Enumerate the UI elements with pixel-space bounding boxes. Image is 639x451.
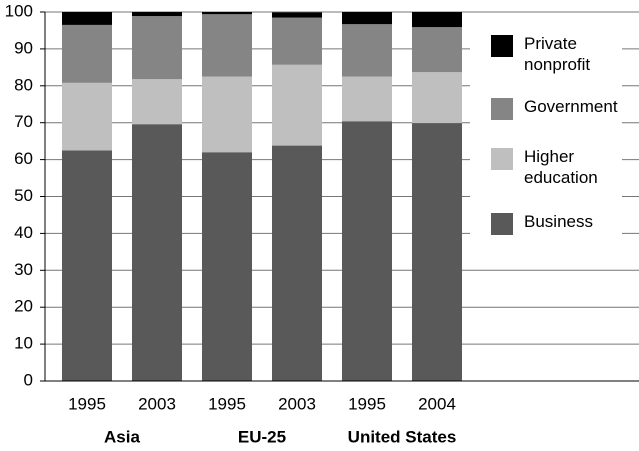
x-tick-label: 1995 <box>208 394 246 413</box>
bar-segment <box>342 76 392 122</box>
bar-segment <box>62 12 112 25</box>
y-tick-label: 70 <box>14 112 33 131</box>
y-tick-label: 40 <box>14 223 33 242</box>
legend-label: Government <box>524 97 618 116</box>
bar-segment <box>412 12 462 28</box>
group-label: EU-25 <box>238 427 286 446</box>
y-tick-label: 0 <box>24 370 33 389</box>
bar-segment <box>202 76 252 153</box>
y-tick-label: 30 <box>14 260 33 279</box>
bar-segment <box>272 17 322 65</box>
legend-label: Private nonprofit <box>524 34 591 74</box>
legend-label: Higher education <box>524 147 598 187</box>
bar-segment <box>342 24 392 77</box>
bar-segment <box>342 12 392 25</box>
bar-segment <box>132 12 182 17</box>
y-tick-label: 10 <box>14 334 33 353</box>
bar-segment <box>132 16 182 80</box>
group-label: Asia <box>104 427 140 446</box>
bar-segment <box>62 150 112 381</box>
y-tick-label: 60 <box>14 149 33 168</box>
legend-swatch <box>491 213 513 235</box>
y-tick-label: 50 <box>14 186 33 205</box>
x-tick-label: 2003 <box>278 394 316 413</box>
bar-segment <box>412 72 462 124</box>
legend-swatch <box>491 35 513 57</box>
bar-segment <box>62 24 112 83</box>
x-tick-label: 2003 <box>138 394 176 413</box>
x-tick-label: 1995 <box>348 394 386 413</box>
bar-segment <box>132 124 182 382</box>
bar-segment <box>342 121 392 381</box>
bar-segment <box>412 123 462 381</box>
y-tick-label: 90 <box>14 38 33 57</box>
y-tick-label: 100 <box>5 1 33 20</box>
bar-segment <box>272 145 322 381</box>
bar-segment <box>62 82 112 151</box>
bar-segment <box>272 64 322 146</box>
bar-segment <box>132 79 182 125</box>
legend-swatch <box>491 148 513 170</box>
x-tick-label: 1995 <box>68 394 106 413</box>
legend-swatch <box>491 98 513 120</box>
y-tick-label: 20 <box>14 297 33 316</box>
bar-segment <box>412 27 462 73</box>
x-tick-label: 2004 <box>418 394 456 413</box>
y-tick-label: 80 <box>14 75 33 94</box>
group-label: United States <box>348 427 457 446</box>
bar-segment <box>202 14 252 77</box>
bar-segment <box>202 152 252 381</box>
legend-label: Business <box>524 212 593 231</box>
bar-segment <box>202 12 252 15</box>
bar-segment <box>272 12 322 18</box>
